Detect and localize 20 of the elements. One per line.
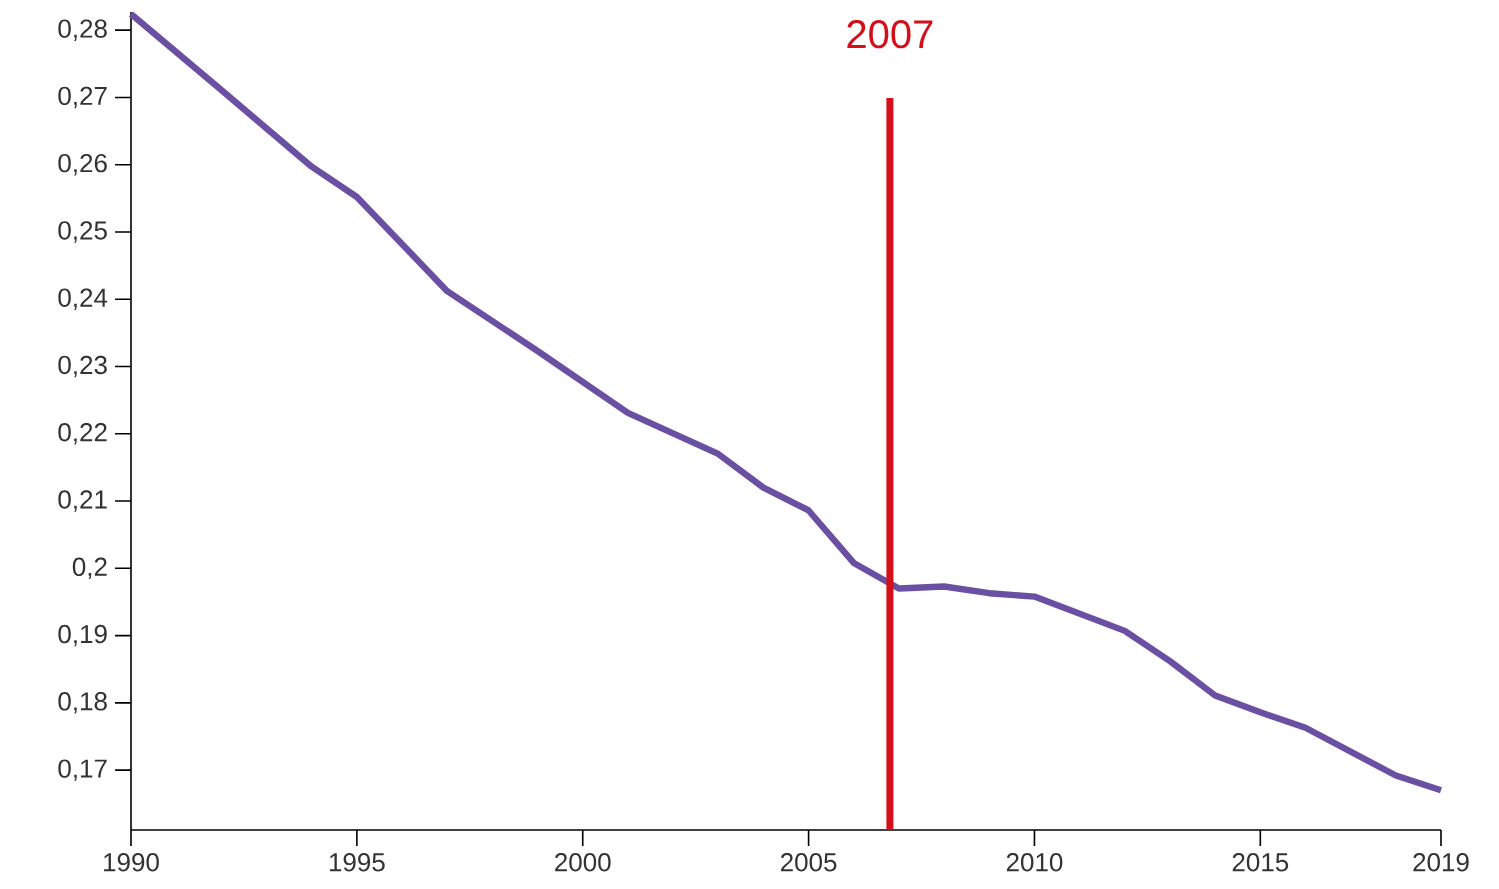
- y-tick-label: 0,19: [58, 624, 107, 647]
- y-tick-label: 0,2: [72, 557, 107, 580]
- x-tick-label: 1995: [329, 853, 385, 872]
- y-tick-label: 0,25: [58, 221, 107, 243]
- y-tick-label: 0,26: [58, 153, 107, 176]
- x-tick-label: 2015: [1232, 853, 1289, 872]
- y-tick-label: 0,18: [58, 692, 107, 714]
- x-tick-label: 2000: [555, 853, 611, 872]
- y-tick-label: 0,24: [58, 288, 108, 310]
- y-tick-label: 0,21: [58, 490, 107, 512]
- x-tick-label: 2005: [780, 853, 837, 872]
- x-tick-label: 2010: [1006, 853, 1063, 872]
- y-tick-label: 0,17: [58, 759, 107, 781]
- x-tick-label: 1990: [104, 853, 159, 872]
- y-tick-label: 0,22: [58, 423, 107, 445]
- ref-line-label: 2007: [847, 20, 933, 49]
- x-tick-label: 2019: [1413, 853, 1469, 872]
- y-tick-label: 0,23: [58, 355, 107, 378]
- y-tick-label: 0,28: [58, 19, 107, 41]
- y-tick-label: 0,27: [58, 86, 107, 109]
